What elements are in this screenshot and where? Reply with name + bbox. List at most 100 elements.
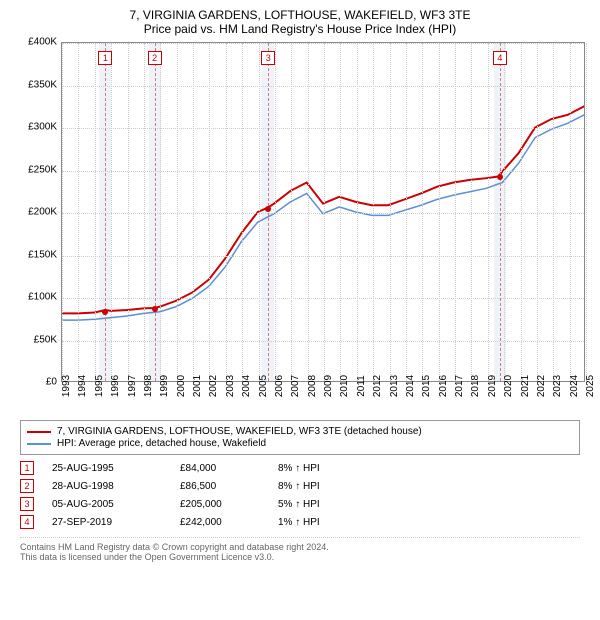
x-tick-label: 1995 (94, 375, 105, 397)
x-tick-label: 2013 (389, 375, 400, 397)
x-gridline (226, 43, 227, 381)
y-gridline (62, 256, 584, 257)
sales-row-price: £242,000 (180, 517, 260, 528)
x-gridline (521, 43, 522, 381)
sales-row-diff: 1% ↑ HPI (278, 517, 368, 528)
sales-row-marker: 4 (20, 515, 34, 529)
legend-label: 7, VIRGINIA GARDENS, LOFTHOUSE, WAKEFIEL… (57, 426, 422, 437)
sales-row-diff: 8% ↑ HPI (278, 463, 368, 474)
sales-row: 1 25-AUG-1995 £84,000 8% ↑ HPI (20, 459, 580, 477)
legend-swatch (27, 443, 51, 445)
x-gridline (177, 43, 178, 381)
x-gridline (471, 43, 472, 381)
y-gridline (62, 128, 584, 129)
x-tick-label: 2022 (536, 375, 547, 397)
sale-marker-box: 4 (493, 51, 507, 65)
x-gridline (488, 43, 489, 381)
x-axis: 1993199419951996199719981999200020012002… (61, 382, 585, 412)
sales-row-date: 25-AUG-1995 (52, 463, 162, 474)
sales-row-marker: 2 (20, 479, 34, 493)
y-tick-label: £200K (28, 207, 57, 218)
x-gridline (439, 43, 440, 381)
series-hpi (62, 111, 584, 321)
x-tick-label: 1993 (61, 375, 72, 397)
x-tick-label: 1998 (143, 375, 154, 397)
chart-title-line1: 7, VIRGINIA GARDENS, LOFTHOUSE, WAKEFIEL… (10, 8, 590, 22)
sales-row: 305-AUG-2005£205,0005% ↑ HPI (20, 495, 580, 513)
y-axis: £0£50K£100K£150K£200K£250K£300K£350K£400… (15, 42, 59, 382)
x-tick-label: 2014 (405, 375, 416, 397)
y-tick-label: £350K (28, 79, 57, 90)
legend-swatch (27, 431, 51, 433)
x-tick-label: 2008 (307, 375, 318, 397)
x-gridline (373, 43, 374, 381)
sales-row-date: 28-AUG-1998 (52, 481, 162, 492)
x-tick-label: 2010 (339, 375, 350, 397)
x-gridline (586, 43, 587, 381)
x-tick-label: 2016 (438, 375, 449, 397)
x-tick-label: 2001 (192, 375, 203, 397)
x-gridline (62, 43, 63, 381)
x-tick-label: 2006 (274, 375, 285, 397)
y-gridline (62, 171, 584, 172)
sale-marker-box: 1 (98, 51, 112, 65)
x-tick-label: 2017 (454, 375, 465, 397)
sale-dashline (155, 43, 156, 381)
sales-row-price: £84,000 (180, 463, 260, 474)
x-gridline (160, 43, 161, 381)
x-gridline (95, 43, 96, 381)
x-tick-label: 2000 (176, 375, 187, 397)
x-gridline (259, 43, 260, 381)
chart-title-line2: Price paid vs. HM Land Registry's House … (10, 22, 590, 36)
y-gridline (62, 213, 584, 214)
y-tick-label: £50K (34, 334, 57, 345)
footnote: Contains HM Land Registry data © Crown c… (20, 537, 580, 562)
x-tick-label: 1994 (77, 375, 88, 397)
x-tick-label: 1997 (127, 375, 138, 397)
sales-row-marker: 1 (20, 461, 34, 475)
y-tick-label: £300K (28, 122, 57, 133)
sales-row: 228-AUG-1998£86,5008% ↑ HPI (20, 477, 580, 495)
x-gridline (111, 43, 112, 381)
x-gridline (357, 43, 358, 381)
x-gridline (209, 43, 210, 381)
x-tick-label: 2021 (520, 375, 531, 397)
sales-row: 4 27-SEP-2019 £242,000 1% ↑ HPI (20, 513, 580, 531)
x-gridline (422, 43, 423, 381)
sale-marker-box: 2 (148, 51, 162, 65)
y-gridline (62, 86, 584, 87)
x-gridline (275, 43, 276, 381)
x-gridline (570, 43, 571, 381)
x-tick-label: 2020 (503, 375, 514, 397)
sale-dashline (105, 43, 106, 381)
x-tick-label: 2023 (552, 375, 563, 397)
y-gridline (62, 43, 584, 44)
x-tick-label: 2002 (208, 375, 219, 397)
x-tick-label: 1996 (110, 375, 121, 397)
x-tick-label: 2012 (372, 375, 383, 397)
x-gridline (406, 43, 407, 381)
footnote-line1: Contains HM Land Registry data © Crown c… (20, 542, 580, 552)
sales-row-marker: 3 (20, 497, 34, 511)
sale-dot (102, 309, 108, 315)
x-gridline (504, 43, 505, 381)
x-gridline (324, 43, 325, 381)
x-tick-label: 1999 (159, 375, 170, 397)
x-gridline (390, 43, 391, 381)
sales-row-date: 05-AUG-2005 (52, 499, 162, 510)
x-gridline (455, 43, 456, 381)
sale-dashline (268, 43, 269, 381)
sales-row-diff: 8% ↑ HPI (278, 481, 368, 492)
chart-area: £0£50K£100K£150K£200K£250K£300K£350K£400… (15, 42, 585, 412)
sale-dot (497, 174, 503, 180)
sale-dot (265, 206, 271, 212)
sales-row-date: 27-SEP-2019 (52, 517, 162, 528)
x-gridline (537, 43, 538, 381)
legend-item: HPI: Average price, detached house, Wake… (27, 438, 573, 449)
x-gridline (308, 43, 309, 381)
x-gridline (291, 43, 292, 381)
legend: 7, VIRGINIA GARDENS, LOFTHOUSE, WAKEFIEL… (20, 420, 580, 455)
x-gridline (193, 43, 194, 381)
x-gridline (128, 43, 129, 381)
x-tick-label: 2025 (585, 375, 596, 397)
